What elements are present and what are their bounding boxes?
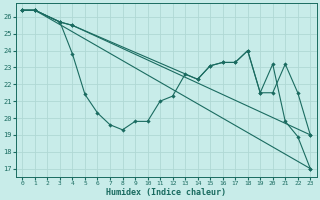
X-axis label: Humidex (Indice chaleur): Humidex (Indice chaleur) bbox=[106, 188, 226, 197]
